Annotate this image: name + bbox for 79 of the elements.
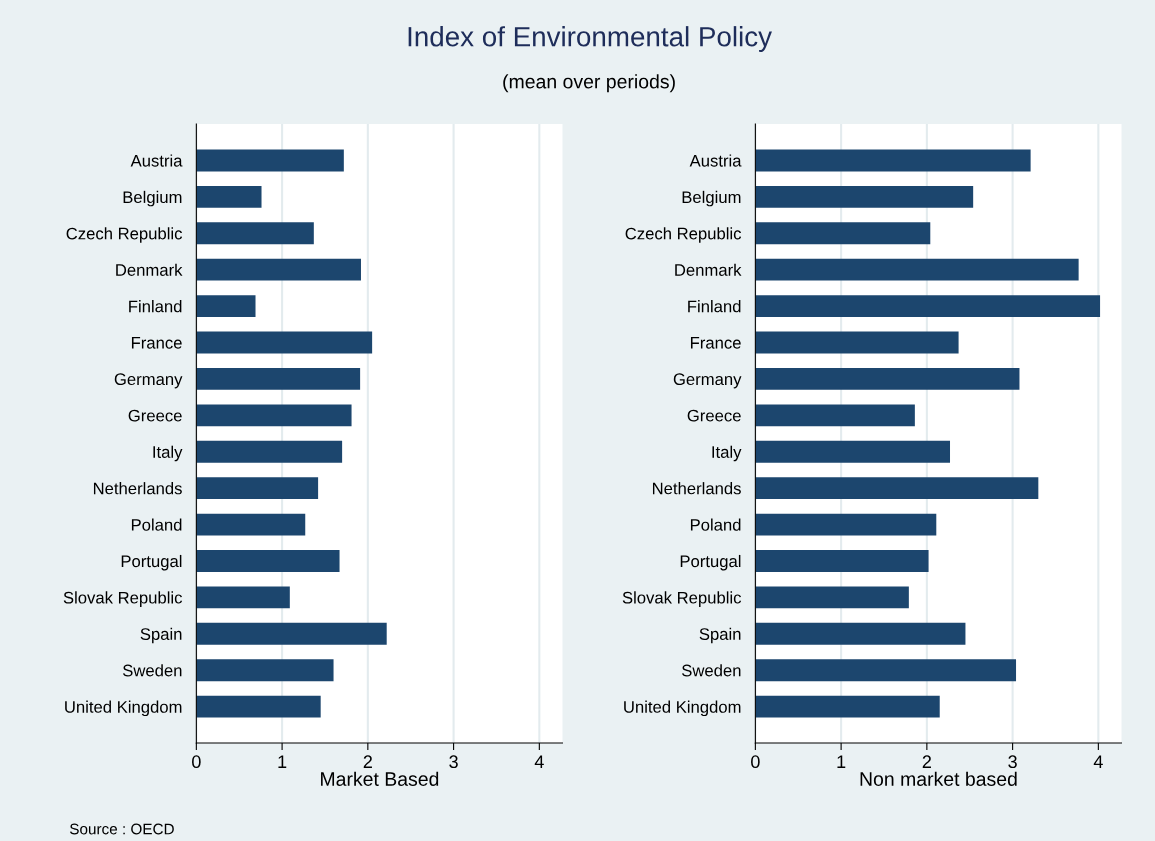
y-tick-label: Denmark: [116, 263, 183, 276]
y-tick-label: Austria: [130, 154, 183, 167]
y-tick-label: Denmark: [675, 263, 742, 276]
y-tick-label: Greece: [687, 409, 741, 422]
bar: [196, 149, 344, 172]
bar: [755, 440, 951, 463]
bar: [755, 622, 966, 645]
x-tick-label: 3: [449, 755, 458, 769]
y-tick-label: Spain: [699, 627, 741, 644]
x-tick-label: 4: [534, 755, 544, 768]
y-tick-label: Belgium: [123, 190, 182, 207]
y-tick-label: Portugal: [121, 554, 182, 571]
bar: [755, 659, 1017, 682]
x-tick-label: 4: [1093, 755, 1103, 768]
bar: [755, 258, 1079, 281]
bar: [196, 622, 387, 645]
y-tick-label: Czech Republic: [66, 227, 183, 243]
y-tick-label: Poland: [131, 518, 182, 531]
bar: [755, 149, 1031, 172]
chart-subtitle: (mean over periods): [503, 74, 675, 93]
bar: [755, 404, 915, 427]
y-tick-label: Germany: [673, 373, 742, 389]
bar: [755, 222, 931, 245]
chart-title: Index of Environmental Policy: [408, 26, 772, 53]
bar: [196, 550, 340, 572]
bar: [755, 185, 974, 208]
y-tick-label: Italy: [712, 445, 742, 462]
bar: [196, 695, 321, 718]
x-tick-label: 1: [837, 755, 846, 768]
y-tick-label: United Kingdom: [624, 700, 741, 717]
y-tick-label: Sweden: [122, 664, 182, 677]
bar: [755, 550, 929, 572]
y-tick-label: Finland: [129, 300, 182, 313]
bar: [196, 513, 306, 536]
bar: [755, 368, 1020, 390]
bar: [196, 586, 290, 609]
y-tick-label: Greece: [128, 409, 182, 422]
bar: [196, 295, 256, 318]
bar: [196, 659, 334, 682]
y-tick-label: Poland: [690, 518, 741, 531]
y-tick-label: Belgium: [682, 190, 741, 207]
x-tick-label: 0: [751, 755, 760, 769]
y-tick-label: Portugal: [680, 554, 741, 571]
x-tick-label: 2: [363, 755, 372, 768]
y-tick-label: Sweden: [682, 664, 741, 677]
y-tick-label: Slovak Republic: [622, 591, 742, 607]
bar: [196, 185, 262, 208]
bar: [755, 477, 1039, 500]
y-tick-label: France: [131, 337, 182, 349]
x-axis-title: Market Based: [321, 771, 439, 786]
y-tick-label: Italy: [153, 445, 183, 462]
bar: [196, 477, 319, 500]
bar: [196, 404, 352, 427]
y-tick-label: Finland: [688, 300, 741, 313]
bar: [755, 695, 940, 718]
bar: [196, 222, 314, 245]
y-tick-label: Austria: [689, 154, 742, 167]
y-tick-label: France: [690, 337, 741, 349]
y-tick-label: Czech Republic: [625, 227, 742, 243]
source-note: Source : OECD: [69, 823, 174, 835]
bar: [755, 295, 1101, 318]
bar: [755, 331, 959, 354]
x-tick-label: 3: [1008, 755, 1017, 769]
bar: [196, 258, 361, 281]
bar: [755, 586, 909, 609]
y-tick-label: Netherlands: [93, 482, 182, 495]
bar: [755, 513, 937, 536]
x-tick-label: 2: [922, 755, 931, 768]
y-tick-label: Netherlands: [652, 482, 741, 495]
bar: [196, 368, 361, 390]
x-tick-label: 1: [278, 755, 287, 768]
x-tick-label: 0: [192, 755, 201, 769]
y-tick-label: Germany: [114, 373, 183, 389]
x-axis-title: Non market based: [860, 771, 1017, 786]
y-tick-label: United Kingdom: [65, 700, 182, 717]
bar: [196, 331, 373, 354]
bar: [196, 440, 343, 463]
y-tick-label: Slovak Republic: [63, 591, 183, 607]
y-tick-label: Spain: [140, 627, 182, 644]
